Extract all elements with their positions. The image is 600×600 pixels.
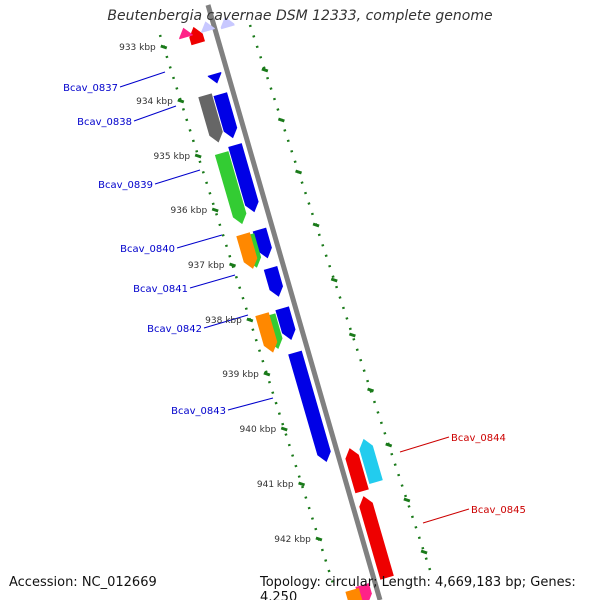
scale-tick	[385, 442, 393, 448]
feature-blue-5	[263, 266, 283, 297]
gene-label[interactable]: Bcav_0839	[98, 180, 153, 191]
gene-label[interactable]: Bcav_0842	[147, 324, 202, 335]
feature-red-top	[189, 26, 205, 46]
scale-tick	[194, 153, 202, 159]
gene-leader-line	[119, 71, 166, 88]
scale-labels: 933 kbp 934 kbp 935 kbp 936 kbp 937 kbp 938 k…	[119, 43, 311, 545]
gene-label[interactable]: Bcav_0845	[471, 505, 526, 516]
feature-orange-bottom	[345, 588, 363, 600]
feature-lavender-top-right	[220, 16, 235, 30]
scale-label: 942 kbp	[274, 535, 311, 545]
scale-label: 934 kbp	[136, 97, 173, 107]
scale-tick	[229, 262, 236, 268]
scale-tick	[298, 481, 306, 487]
scale-tick	[280, 426, 288, 432]
gene-leader-line	[203, 314, 249, 329]
gene-label[interactable]: Bcav_0844	[451, 433, 506, 444]
feature-orange-2	[255, 312, 278, 353]
gene-label[interactable]: Bcav_0840	[120, 244, 175, 255]
scale-tick	[160, 44, 168, 50]
feature-red-0845	[359, 496, 394, 580]
left-dotted-track	[158, 34, 337, 591]
right-dotted-track	[248, 24, 432, 571]
scale-tick	[420, 549, 428, 555]
scale-label: 935 kbp	[153, 152, 190, 162]
scale-ticks	[160, 44, 428, 555]
gene-leader-line	[399, 436, 450, 453]
feature-blue-6	[275, 306, 296, 340]
gene-label[interactable]: Bcav_0843	[171, 406, 226, 417]
map-title: Beutenbergia cavernae DSM 12333, complet…	[107, 8, 493, 24]
scale-tick	[330, 277, 338, 283]
feature-blue-3	[228, 143, 259, 213]
gene-leader-line	[133, 105, 177, 122]
scale-tick	[246, 317, 254, 323]
gene-leader-line	[176, 234, 223, 249]
scale-label: 937 kbp	[188, 261, 225, 271]
scale-tick	[315, 536, 323, 542]
gene-label[interactable]: Bcav_0838	[77, 117, 132, 128]
scale-label: 941 kbp	[257, 480, 294, 490]
gene-leader-line	[189, 274, 236, 289]
topology-text: Topology: circular; Length: 4,669,183 bp…	[260, 575, 576, 600]
label-leaders	[119, 71, 470, 524]
gene-leader-line	[154, 169, 201, 185]
feature-blue-4	[252, 227, 272, 259]
scale-label: 936 kbp	[170, 206, 207, 216]
feature-green-1	[214, 151, 247, 225]
feature-blue-7	[288, 350, 331, 462]
feature-lavender-top	[201, 21, 215, 33]
feature-orange-1	[236, 232, 258, 269]
scale-tick	[177, 98, 185, 104]
genome-backbone	[205, 4, 383, 600]
scale-label: 933 kbp	[119, 43, 156, 53]
scale-tick	[261, 67, 269, 73]
scale-label: 940 kbp	[240, 425, 277, 435]
feature-pink-top	[179, 27, 193, 40]
feature-gray	[198, 93, 223, 143]
gene-label[interactable]: Bcav_0837	[63, 83, 118, 94]
gene-labels: Bcav_0837 Bcav_0838 Bcav_0839 Bcav_0840 Bcav…	[63, 83, 526, 516]
gene-leader-line	[227, 397, 274, 411]
feature-blue-2	[213, 92, 238, 139]
scale-label: 938 kbp	[205, 316, 242, 326]
scale-tick	[277, 117, 285, 123]
scale-tick	[295, 169, 303, 175]
scale-tick	[211, 207, 219, 213]
scale-tick	[348, 332, 356, 338]
scale-tick	[367, 387, 375, 393]
scale-label: 939 kbp	[222, 370, 259, 380]
feature-blue-1	[207, 72, 222, 84]
gene-leader-line	[422, 508, 470, 524]
feature-red-0844	[345, 448, 369, 494]
scale-tick	[312, 222, 320, 228]
scale-tick	[263, 371, 271, 377]
gene-features	[179, 16, 394, 600]
accession-text: Accession: NC_012669	[9, 575, 157, 590]
feature-cyan-0844	[359, 438, 383, 484]
gene-label[interactable]: Bcav_0841	[133, 284, 188, 295]
scale-tick	[403, 497, 411, 503]
